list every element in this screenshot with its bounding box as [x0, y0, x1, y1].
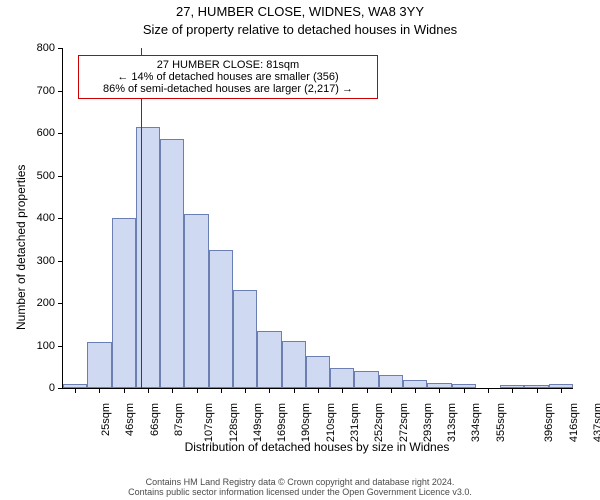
x-tick-mark	[464, 388, 465, 393]
x-tick-mark	[124, 388, 125, 393]
y-tick-label: 600	[15, 127, 55, 139]
x-tick-label: 210sqm	[325, 403, 337, 442]
plot-area: 010020030040050060070080025sqm46sqm66sqm…	[62, 48, 573, 389]
x-tick-mark	[148, 388, 149, 393]
x-tick-label: 355sqm	[495, 403, 507, 442]
y-tick-label: 800	[15, 42, 55, 54]
x-tick-mark	[488, 388, 489, 393]
x-tick-mark	[221, 388, 222, 393]
x-tick-label: 252sqm	[373, 403, 385, 442]
page-title-line2: Size of property relative to detached ho…	[0, 22, 600, 37]
histogram-bar	[330, 368, 354, 388]
x-tick-mark	[439, 388, 440, 393]
y-tick-label: 200	[15, 297, 55, 309]
x-tick-label: 231sqm	[349, 403, 361, 442]
x-tick-mark	[391, 388, 392, 393]
footer-line-1: Contains HM Land Registry data © Crown c…	[0, 477, 600, 487]
y-tick-label: 500	[15, 170, 55, 182]
reference-line	[141, 48, 142, 388]
x-tick-label: 169sqm	[276, 403, 288, 442]
x-tick-mark	[99, 388, 100, 393]
x-tick-mark	[318, 388, 319, 393]
y-tick-label: 700	[15, 85, 55, 97]
x-axis-label: Distribution of detached houses by size …	[62, 440, 572, 454]
y-tick-mark	[58, 133, 63, 134]
annotation-line-2: ← 14% of detached houses are smaller (35…	[85, 71, 371, 83]
x-tick-label: 437sqm	[592, 403, 600, 442]
x-tick-mark	[537, 388, 538, 393]
y-tick-label: 400	[15, 212, 55, 224]
x-tick-label: 334sqm	[471, 403, 483, 442]
x-tick-mark	[75, 388, 76, 393]
histogram-bar	[403, 380, 427, 389]
histogram-bar	[112, 218, 136, 388]
x-tick-label: 107sqm	[203, 403, 215, 442]
y-tick-label: 100	[15, 340, 55, 352]
y-tick-label: 300	[15, 255, 55, 267]
x-tick-mark	[367, 388, 368, 393]
histogram-bar	[209, 250, 233, 388]
y-tick-mark	[58, 176, 63, 177]
x-tick-label: 313sqm	[446, 403, 458, 442]
x-tick-label: 87sqm	[173, 403, 185, 436]
x-tick-mark	[172, 388, 173, 393]
histogram-bar	[282, 341, 306, 388]
x-tick-label: 149sqm	[252, 403, 264, 442]
x-tick-label: 396sqm	[543, 403, 555, 442]
x-tick-mark	[245, 388, 246, 393]
x-tick-label: 128sqm	[228, 403, 240, 442]
y-tick-mark	[58, 91, 63, 92]
footer-attribution: Contains HM Land Registry data © Crown c…	[0, 477, 600, 497]
chart-container: { "layout": { "width": 600, "height": 50…	[0, 0, 600, 500]
x-tick-label: 293sqm	[422, 403, 434, 442]
histogram-bar	[306, 356, 330, 388]
x-tick-mark	[342, 388, 343, 393]
annotation-line-3: 86% of semi-detached houses are larger (…	[85, 83, 371, 95]
x-tick-label: 416sqm	[568, 403, 580, 442]
x-tick-mark	[512, 388, 513, 393]
footer-line-2: Contains public sector information licen…	[0, 487, 600, 497]
y-tick-mark	[58, 388, 63, 389]
y-tick-label: 0	[15, 382, 55, 394]
histogram-bar	[160, 139, 184, 388]
x-tick-label: 272sqm	[398, 403, 410, 442]
x-tick-mark	[415, 388, 416, 393]
y-tick-mark	[58, 261, 63, 262]
x-tick-label: 66sqm	[149, 403, 161, 436]
histogram-bar	[379, 375, 403, 388]
x-tick-mark	[294, 388, 295, 393]
annotation-line-1: 27 HUMBER CLOSE: 81sqm	[85, 59, 371, 71]
x-tick-label: 25sqm	[100, 403, 112, 436]
y-tick-mark	[58, 48, 63, 49]
y-tick-mark	[58, 218, 63, 219]
annotation-box: 27 HUMBER CLOSE: 81sqm ← 14% of detached…	[78, 55, 378, 99]
y-tick-mark	[58, 303, 63, 304]
histogram-bar	[354, 371, 378, 388]
x-tick-label: 46sqm	[124, 403, 136, 436]
x-tick-mark	[561, 388, 562, 393]
histogram-bar	[257, 331, 281, 388]
x-tick-label: 190sqm	[301, 403, 313, 442]
x-tick-mark	[269, 388, 270, 393]
x-tick-mark	[197, 388, 198, 393]
histogram-bar	[136, 127, 160, 388]
histogram-bar	[233, 290, 257, 388]
page-title-line1: 27, HUMBER CLOSE, WIDNES, WA8 3YY	[0, 4, 600, 19]
histogram-bar	[184, 214, 208, 388]
histogram-bar	[87, 342, 111, 388]
y-tick-mark	[58, 346, 63, 347]
